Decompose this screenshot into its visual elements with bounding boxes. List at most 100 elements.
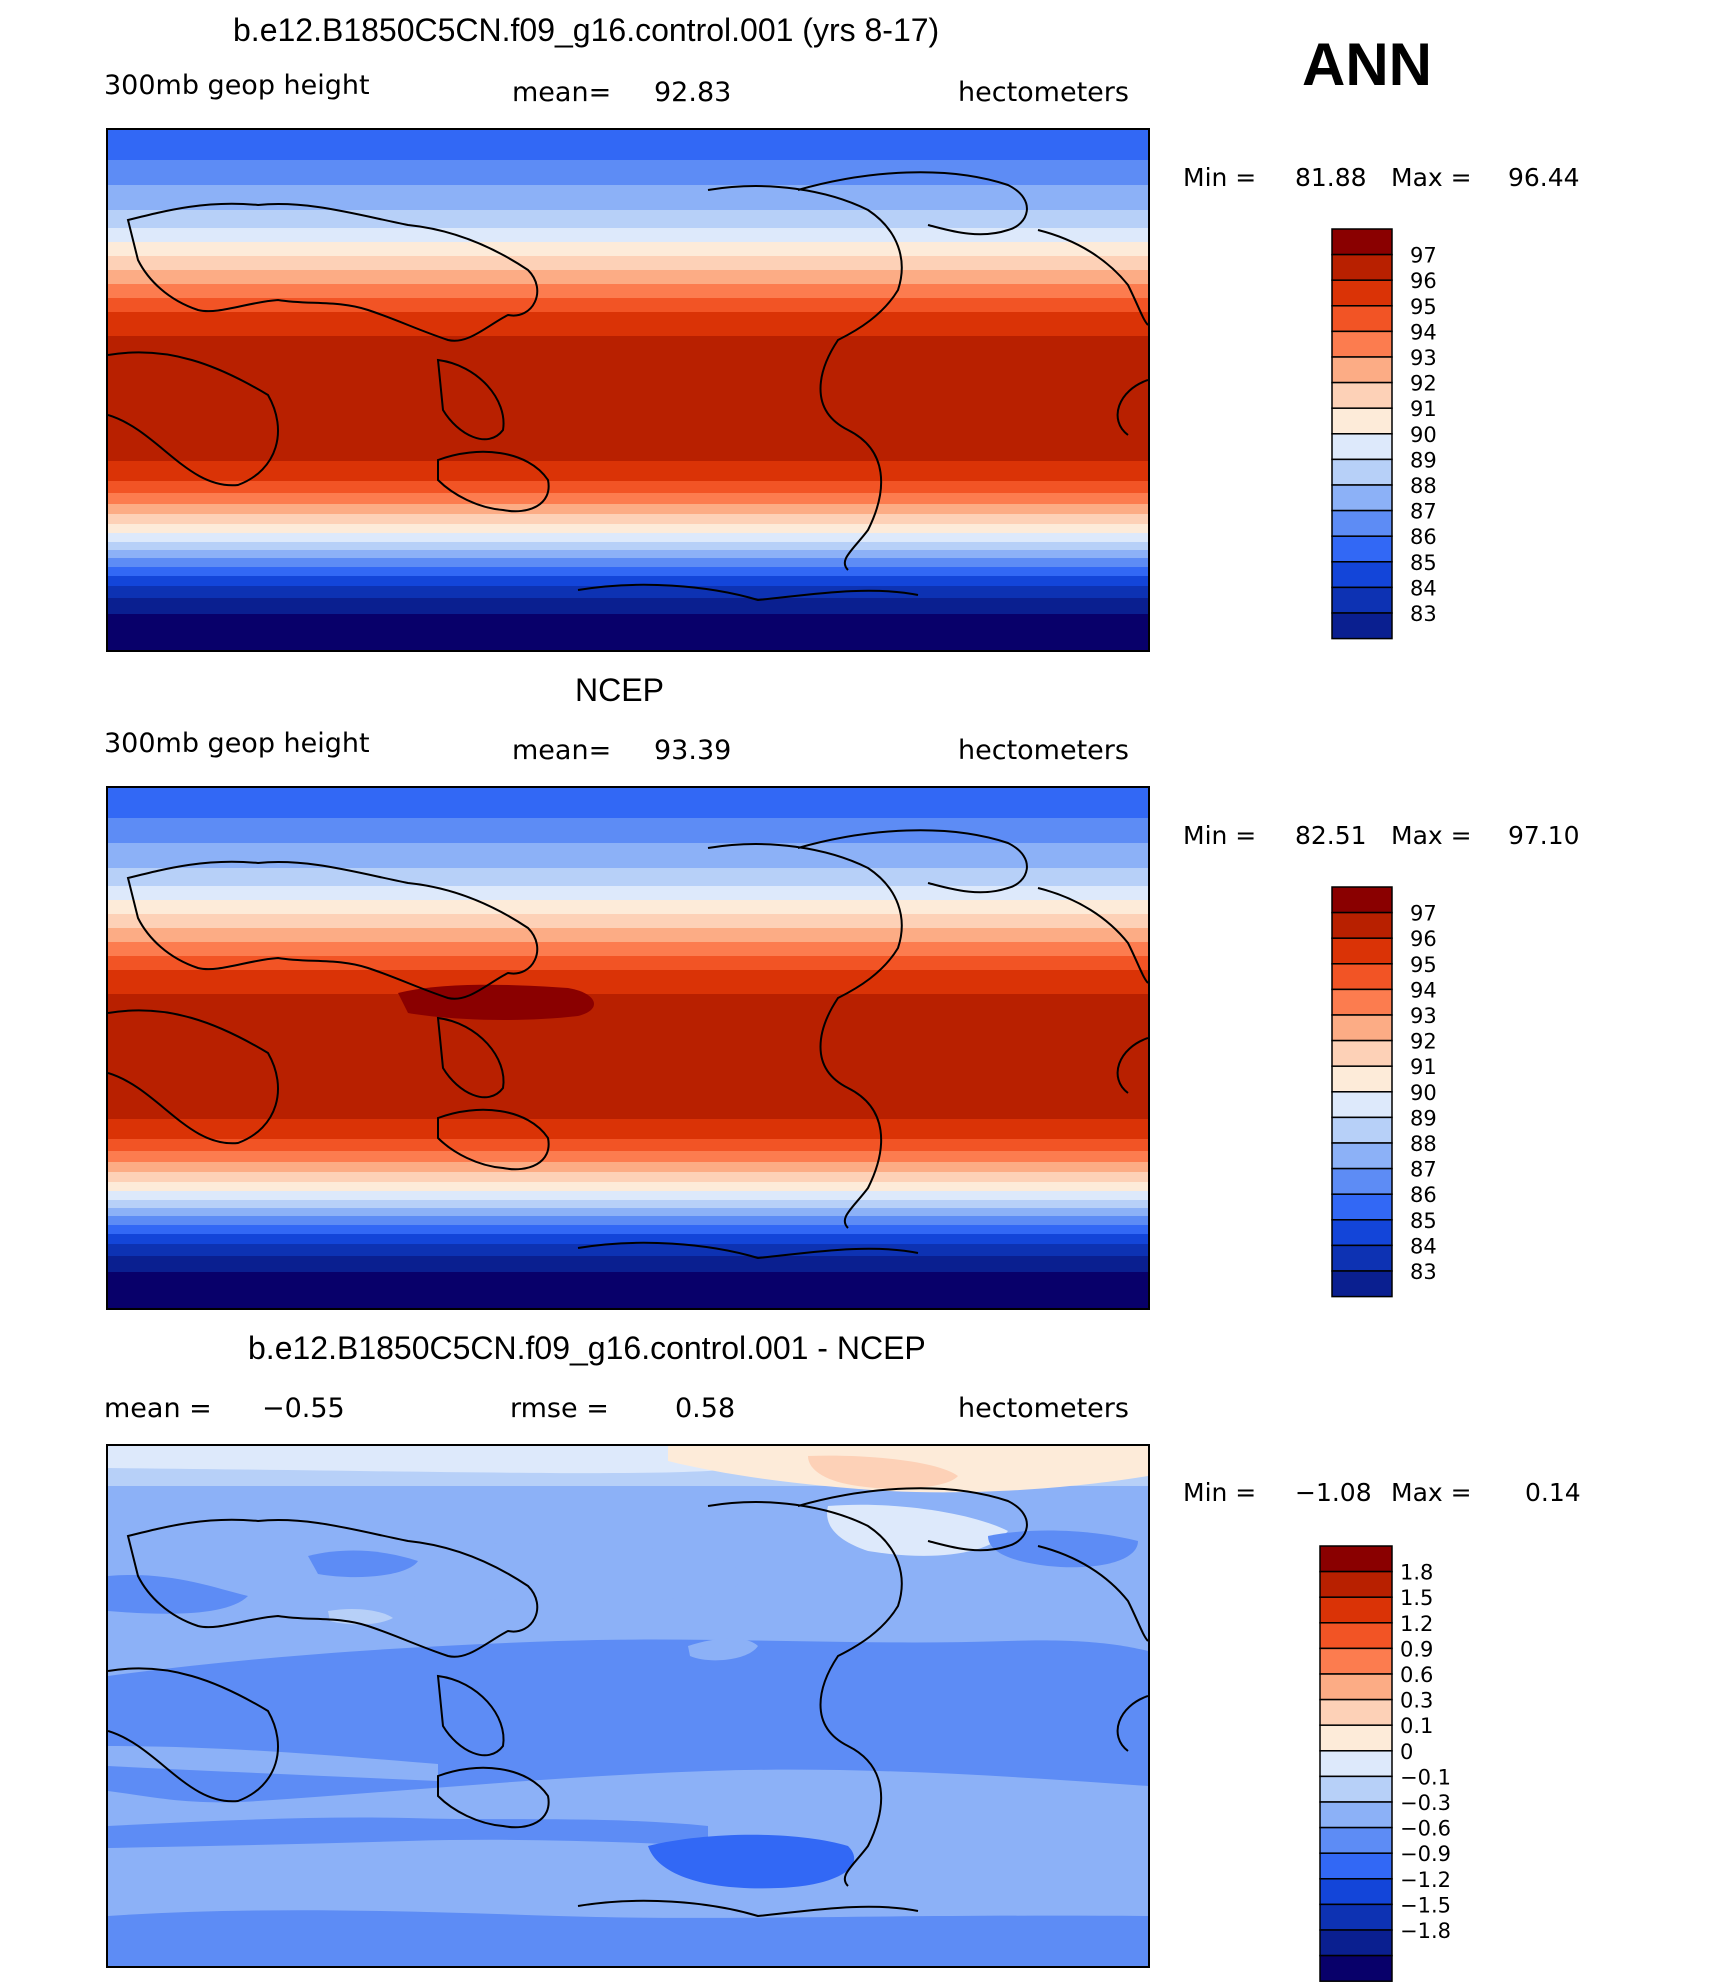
panel2-max-value: 97.10 <box>1508 821 1580 850</box>
colorbar-box <box>1319 1954 1393 1982</box>
colorbar-label: 0.6 <box>1400 1663 1433 1687</box>
colorbar-label: 88 <box>1410 474 1437 498</box>
colorbar-box <box>1319 1903 1393 1931</box>
colorbar-box <box>1331 433 1393 461</box>
panel3-field <box>108 1446 1148 1966</box>
colorbar-label: 92 <box>1410 372 1437 396</box>
colorbar-label: 89 <box>1410 1106 1437 1130</box>
colorbar-label: 95 <box>1410 953 1437 977</box>
panel1-title: b.e12.B1850C5CN.f09_g16.control.001 (yrs… <box>233 12 940 48</box>
panel1-units: hectometers <box>958 77 1129 108</box>
panel3-rmse-label: rmse = <box>510 1393 609 1424</box>
colorbar-label: 85 <box>1410 1209 1437 1233</box>
colorbar-box <box>1331 911 1393 939</box>
panel1-max-label: Max = <box>1391 163 1472 192</box>
colorbar-label: 93 <box>1410 1004 1437 1028</box>
colorbar-box <box>1319 1852 1393 1880</box>
panel1-field-label: 300mb geop height <box>104 70 370 101</box>
panel3-mean-label: mean = <box>104 1393 212 1424</box>
colorbar-box <box>1319 1929 1393 1957</box>
colorbar-label: 95 <box>1410 295 1437 319</box>
colorbar-label: 84 <box>1410 576 1437 600</box>
colorbar-label: 0.1 <box>1400 1714 1433 1738</box>
colorbar-box <box>1331 253 1393 281</box>
colorbar-label: 97 <box>1410 244 1437 268</box>
colorbar-label: 92 <box>1410 1030 1437 1054</box>
colorbar-label: 91 <box>1410 397 1437 421</box>
colorbar-box <box>1331 381 1393 409</box>
colorbar-label: 90 <box>1410 423 1437 447</box>
colorbar-label: −0.1 <box>1400 1765 1451 1789</box>
colorbar-label: 83 <box>1410 1260 1437 1284</box>
colorbar-box <box>1331 228 1393 256</box>
colorbar-label: 87 <box>1410 1158 1437 1182</box>
colorbar-box <box>1319 1801 1393 1829</box>
colorbar-label: −1.2 <box>1400 1868 1451 1892</box>
colorbar-box <box>1319 1622 1393 1650</box>
colorbar-box <box>1319 1750 1393 1778</box>
colorbar-box <box>1331 1270 1393 1298</box>
colorbar-box <box>1331 279 1393 307</box>
colorbar-box <box>1331 305 1393 333</box>
colorbar-label: 83 <box>1410 602 1437 626</box>
colorbar-label: 94 <box>1410 320 1437 344</box>
colorbar-label: 94 <box>1410 978 1437 1002</box>
colorbar-label: 0.9 <box>1400 1637 1433 1661</box>
panel2-min-label: Min = <box>1183 821 1257 850</box>
colorbar-label: 90 <box>1410 1081 1437 1105</box>
colorbar-box <box>1331 509 1393 537</box>
colorbar-box <box>1331 1244 1393 1272</box>
colorbar-label: 84 <box>1410 1234 1437 1258</box>
panel1-mean-label: mean= <box>512 77 612 108</box>
panel2-min-value: 82.51 <box>1295 821 1367 850</box>
colorbar-label: 86 <box>1410 525 1437 549</box>
colorbar-box <box>1331 1039 1393 1067</box>
colorbar-label: 87 <box>1410 500 1437 524</box>
colorbar-label: 1.8 <box>1400 1561 1433 1585</box>
colorbar-label: −0.9 <box>1400 1842 1451 1866</box>
colorbar-label: 86 <box>1410 1183 1437 1207</box>
colorbar-label: 89 <box>1410 448 1437 472</box>
panel3-max-label: Max = <box>1391 1478 1472 1507</box>
colorbar-box <box>1319 1647 1393 1675</box>
colorbar-box <box>1319 1826 1393 1854</box>
colorbar-box <box>1331 484 1393 512</box>
colorbar-box <box>1331 458 1393 486</box>
panel2-title: NCEP <box>575 672 664 708</box>
season-label: ANN <box>1302 31 1432 98</box>
colorbar-label: 85 <box>1410 551 1437 575</box>
colorbar-box <box>1331 1167 1393 1195</box>
colorbar-box <box>1331 612 1393 640</box>
colorbar-box <box>1331 1091 1393 1119</box>
colorbar-box <box>1319 1698 1393 1726</box>
colorbar-label: −1.5 <box>1400 1893 1451 1917</box>
colorbar-label: 1.5 <box>1400 1586 1433 1610</box>
colorbar-label: −1.8 <box>1400 1919 1451 1943</box>
panel2-units: hectometers <box>958 735 1129 766</box>
colorbar-label: 93 <box>1410 346 1437 370</box>
colorbar-box <box>1319 1673 1393 1701</box>
panel3-mean-value: −0.55 <box>262 1393 345 1424</box>
panel3-max-value: 0.14 <box>1525 1478 1581 1507</box>
colorbar-label: −0.3 <box>1400 1791 1451 1815</box>
panel3-min-label: Min = <box>1183 1478 1257 1507</box>
panel1-min-label: Min = <box>1183 163 1257 192</box>
colorbar-label: 91 <box>1410 1055 1437 1079</box>
panel2-mean-value: 93.39 <box>654 735 732 766</box>
colorbar-label: 97 <box>1410 902 1437 926</box>
panel1-field <box>108 130 1148 650</box>
colorbar-label: 0 <box>1400 1740 1413 1764</box>
panel1-max-value: 96.44 <box>1508 163 1580 192</box>
panel2-mean-label: mean= <box>512 735 612 766</box>
panel2-field <box>108 788 1148 1308</box>
panel2-map <box>106 786 1150 1310</box>
panel3-rmse-value: 0.58 <box>675 1393 736 1424</box>
panel3-units: hectometers <box>958 1393 1129 1424</box>
colorbar-label: −0.6 <box>1400 1817 1451 1841</box>
colorbar-box <box>1319 1596 1393 1624</box>
panel1-map <box>106 128 1150 652</box>
colorbar-label: 96 <box>1410 927 1437 951</box>
panel1-min-value: 81.88 <box>1295 163 1367 192</box>
colorbar-box <box>1319 1545 1393 1573</box>
